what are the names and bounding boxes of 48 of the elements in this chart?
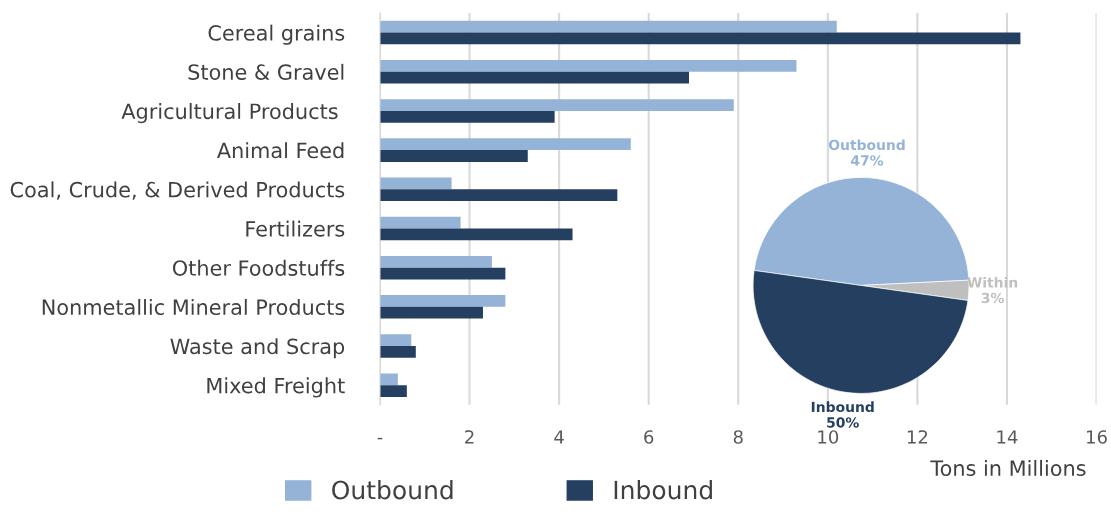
x-tick-label: 16	[1087, 430, 1107, 444]
y-tick-label: Mixed Freight	[207, 377, 345, 398]
x-tick-label: 2	[465, 430, 474, 444]
bar	[379, 60, 797, 72]
bar	[379, 334, 412, 347]
bar	[379, 385, 407, 397]
x-tick-label: 6	[644, 430, 654, 444]
x-tick-label: 8	[733, 430, 743, 444]
y-tick-label: Agricultural Products	[121, 103, 338, 124]
bar	[379, 255, 492, 268]
bar	[379, 216, 461, 229]
data-label: 50%	[827, 417, 859, 428]
y-tick-label: Stone & Gravel	[188, 63, 344, 80]
bar	[379, 189, 618, 202]
slice-label: Within	[967, 276, 1018, 288]
slice-label: Inbound	[811, 401, 874, 413]
x-tick-label: 4	[554, 430, 564, 444]
x-tick-label: -	[377, 437, 383, 440]
legend-label: Inbound	[614, 480, 712, 500]
y-tick-label: Other Foodstuffs	[172, 259, 345, 276]
bar	[379, 295, 506, 307]
y-tick-label: Coal, Crude, & Derived Products	[10, 181, 345, 200]
y-tick-label: Nonmetallic Mineral Products	[42, 298, 345, 316]
bar	[379, 150, 528, 162]
y-tick-label: Cereal grains	[208, 24, 345, 45]
bar	[379, 110, 555, 123]
bar	[379, 71, 689, 84]
x-tick-label: 12	[907, 430, 928, 444]
bar	[379, 32, 1021, 45]
bar	[379, 346, 416, 358]
bar	[379, 20, 837, 33]
bar	[379, 267, 506, 280]
y-tick-label: Waste and Scrap	[170, 338, 345, 359]
slice-label: Outbound	[828, 139, 905, 151]
x-tick-label: 14	[997, 430, 1018, 444]
data-label: 3%	[981, 292, 1004, 304]
bar	[379, 138, 631, 151]
bar	[379, 373, 398, 386]
x-tick-label: 10	[818, 430, 839, 444]
bar	[379, 306, 483, 319]
bar	[379, 99, 734, 111]
y-tick-label: Fertilizers	[246, 220, 345, 237]
legend-label: Outbound	[332, 480, 453, 500]
y-tick-label: Animal Feed	[216, 142, 344, 159]
x-axis-title: Tons in Millions	[930, 459, 1086, 477]
bar	[379, 177, 452, 190]
bar	[379, 228, 573, 241]
data-label: 47%	[851, 155, 884, 166]
